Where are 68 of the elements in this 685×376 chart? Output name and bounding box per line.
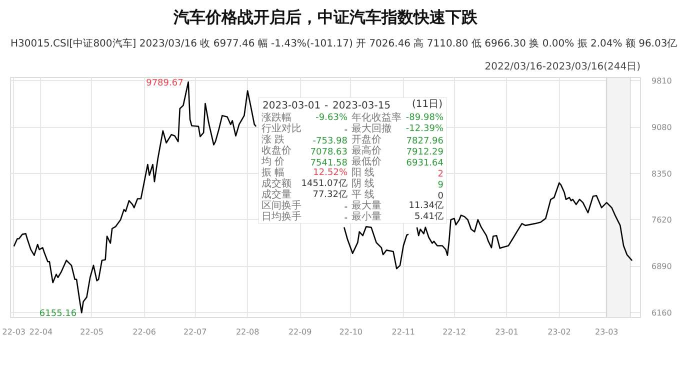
annotation: 区间换手 (262, 200, 302, 212)
x-tick-label: 22-04 (29, 328, 53, 336)
annotation: - (344, 214, 348, 224)
annotation: 涨跌幅 (262, 112, 292, 124)
annotation: 9 (438, 180, 444, 190)
x-tick-label: 22-06 (132, 328, 156, 336)
x-tick-label: 22-03 (2, 328, 26, 336)
annotation: 平 线 (352, 188, 375, 200)
annotation: 7078.63 (310, 148, 348, 158)
x-tick-label: 22-11 (392, 328, 416, 336)
annotation: 成交额 (262, 178, 292, 190)
annotation: 77.32亿 (312, 189, 348, 200)
annotation: - (344, 126, 348, 136)
annotation: 最高价 (352, 144, 382, 156)
x-tick-label: 22-10 (339, 328, 363, 336)
annotation: 日均换手 (262, 210, 302, 222)
annotation: (11日) (412, 99, 443, 110)
text: 2022/03/16-2023/03/16(244日) (484, 62, 641, 72)
annotation: 7912.29 (406, 148, 444, 158)
annotation: 最大量 (352, 200, 382, 212)
annotation: - (324, 100, 328, 112)
annotation: 1451.07亿 (301, 178, 348, 189)
y-tick-label: 6890 (652, 262, 672, 272)
x-tick-label: 22-12 (442, 328, 466, 336)
annotation: -89.98% (406, 113, 444, 123)
annotation: 7827.96 (406, 136, 444, 146)
y-tick-label: 9810 (652, 76, 672, 86)
annotation: 阴 线 (352, 178, 375, 190)
y-tick-label: 9080 (652, 123, 672, 132)
annotation: 开盘价 (352, 134, 382, 146)
annotation: 2 (438, 170, 444, 180)
annotation: 最大回撤 (352, 122, 392, 134)
annotation: 6155.16 (39, 309, 77, 320)
x-tick-label: 22-09 (288, 328, 312, 336)
annotation: 2023-03-01 (262, 100, 321, 112)
annotation: 6931.64 (406, 158, 444, 168)
x-tick-label: 22-08 (236, 328, 260, 336)
y-tick-label: 6160 (652, 308, 672, 318)
annotation: -9.63% (316, 113, 348, 123)
x-tick-label: 22-05 (80, 328, 104, 336)
annotation: 5.41亿 (414, 211, 444, 222)
text: H30015.CSI[中证800汽车] 2023/03/16 收 6977.46 幅 -1.43%(-101.17) 开 7026.46 高 7110.80 低 6966.30 换 0.00% 振 2.04% 额 96.03亿 (10, 38, 678, 50)
x-tick-label: 23-03 (595, 328, 618, 336)
annotation: -12.39% (406, 124, 444, 134)
annotation: 收盘价 (262, 144, 292, 156)
annotation: 均 价 (260, 156, 285, 168)
x-tick-label: 23-02 (548, 328, 571, 336)
x-tick-label: 22-07 (183, 328, 207, 336)
y-tick-label: 7620 (652, 216, 672, 225)
x-tick-label: 23-01 (495, 328, 518, 336)
annotation: 12.52% (313, 168, 348, 178)
annotation: 最低价 (352, 156, 382, 168)
annotation: -753.98 (312, 136, 348, 146)
annotation: 成交量 (262, 188, 292, 200)
annotation: 9789.67 (146, 78, 184, 88)
annotation: 最小量 (352, 210, 382, 222)
annotation: 涨 跌 (262, 134, 285, 146)
annotation: 阳 线 (352, 166, 375, 178)
annotation: 11.34亿 (408, 200, 444, 211)
annotation: 年化收益率 (352, 112, 402, 124)
annotation: 7541.58 (310, 158, 348, 168)
annotation: - (344, 202, 348, 212)
y-tick-label: 8350 (652, 169, 672, 178)
annotation: 振 幅 (262, 166, 285, 178)
annotation: 2023-03-15 (332, 100, 391, 112)
annotation: 行业对比 (262, 122, 302, 134)
annotation: 0 (438, 192, 444, 202)
chart-title: 汽车价格战开启后，中证汽车指数快速下跌 (172, 8, 478, 26)
